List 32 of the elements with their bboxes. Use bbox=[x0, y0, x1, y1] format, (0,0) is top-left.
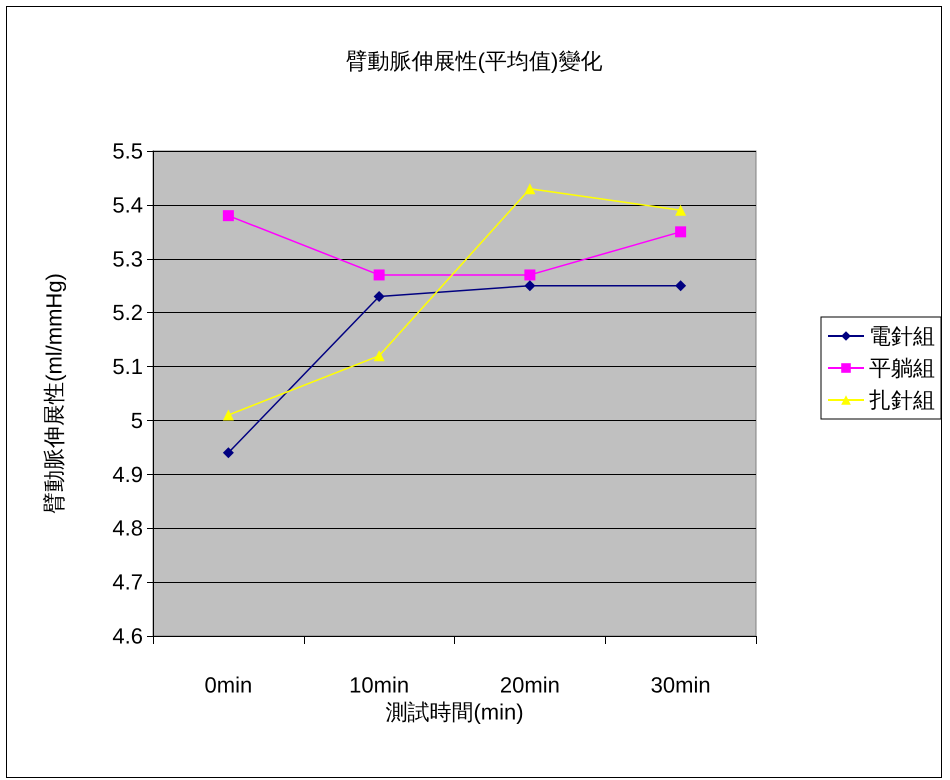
y-tick-label: 5.5 bbox=[112, 138, 143, 164]
y-tick-label: 5.1 bbox=[112, 354, 143, 380]
legend-label: 平躺組 bbox=[869, 356, 935, 380]
y-axis-title: 臂動脈伸展性(ml/mmHg) bbox=[42, 273, 66, 514]
legend-label: 電針組 bbox=[869, 324, 935, 348]
x-tick-label: 10min bbox=[349, 672, 410, 698]
point bbox=[374, 350, 385, 362]
y-tick-label: 5.2 bbox=[112, 300, 143, 326]
chart-title: 臂動脈伸展性(平均值)變化 bbox=[346, 48, 602, 74]
point bbox=[222, 447, 234, 458]
point bbox=[524, 183, 536, 194]
x-axis-title: 測試時間(min) bbox=[385, 699, 524, 724]
legend-label: 扎針組 bbox=[869, 388, 935, 412]
point bbox=[374, 269, 385, 280]
point bbox=[374, 291, 385, 302]
y-tick-label: 4.9 bbox=[112, 462, 143, 487]
x-tick-label: 0min bbox=[204, 672, 252, 698]
y-tick-label: 5.4 bbox=[112, 192, 143, 218]
point bbox=[675, 226, 686, 238]
y-tick-label: 4.6 bbox=[112, 624, 143, 648]
y-tick-label: 4.7 bbox=[112, 570, 143, 595]
y-tick-label: 5.3 bbox=[112, 246, 143, 272]
point bbox=[524, 269, 536, 280]
point bbox=[524, 280, 536, 292]
x-tick-label: 30min bbox=[650, 672, 711, 698]
y-tick-label: 5 bbox=[130, 408, 143, 433]
point bbox=[222, 210, 234, 222]
point bbox=[675, 204, 686, 216]
x-tick-label: 20min bbox=[500, 672, 560, 698]
point bbox=[675, 280, 686, 292]
point bbox=[222, 410, 234, 421]
y-tick-label: 4.8 bbox=[112, 516, 143, 541]
